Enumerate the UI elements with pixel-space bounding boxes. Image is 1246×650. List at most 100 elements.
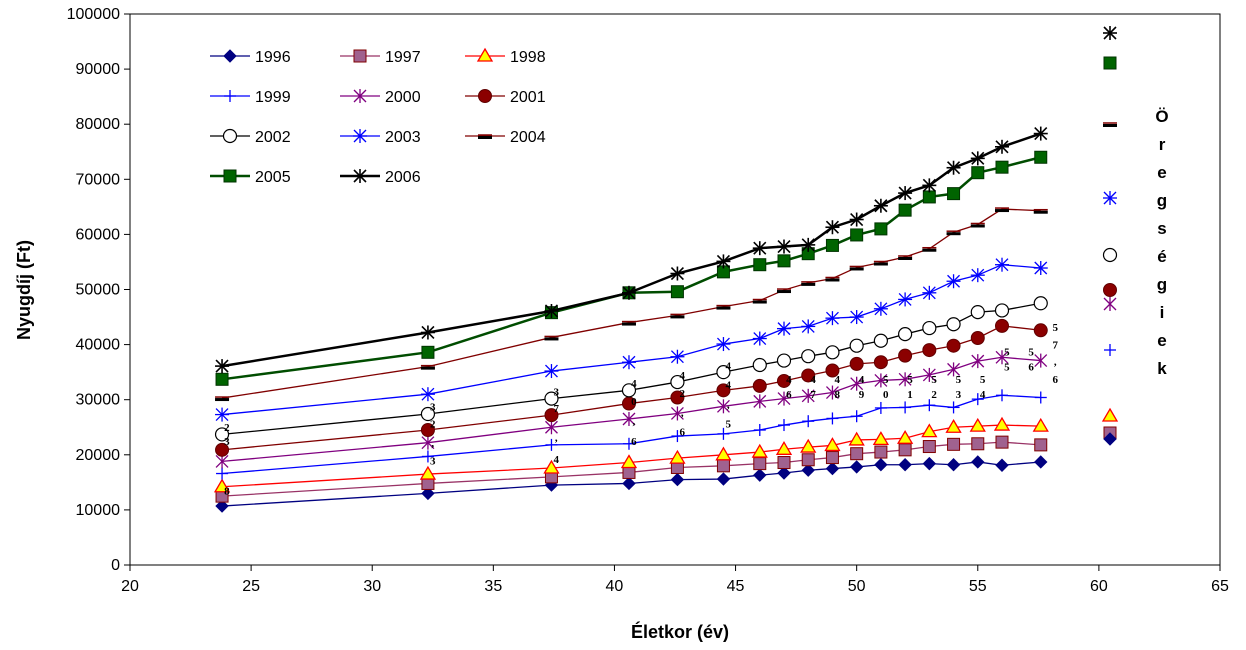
data-point (215, 407, 230, 422)
data-point (214, 427, 230, 442)
point-label: 4 (810, 374, 816, 386)
point-label: 6 (680, 427, 686, 439)
y-tick-label: 0 (111, 557, 120, 574)
data-point (801, 388, 815, 403)
series-1997 (215, 435, 1048, 503)
data-point (826, 412, 839, 425)
data-point (1032, 417, 1049, 432)
data-point (544, 303, 559, 318)
data-point (947, 437, 961, 451)
side-marker (1103, 297, 1117, 311)
data-point (849, 212, 864, 227)
series-2000 (215, 350, 1048, 469)
data-point (776, 353, 792, 368)
data-point (716, 254, 731, 269)
data-point (420, 364, 435, 370)
data-point (716, 399, 730, 414)
data-point (801, 281, 816, 286)
data-point (421, 486, 435, 501)
data-point (825, 220, 840, 235)
data-point (898, 186, 913, 201)
legend-item-1999: 1999 (210, 89, 291, 106)
data-point (752, 331, 767, 346)
data-point (946, 338, 961, 353)
data-point (971, 354, 985, 369)
point-label: 5 (931, 374, 937, 386)
point-label: 4 (980, 389, 986, 401)
side-marker (1103, 122, 1117, 127)
data-point (717, 427, 730, 440)
data-point (825, 461, 840, 476)
data-point (874, 373, 888, 388)
data-point (753, 468, 767, 482)
point-label: 5 (1028, 347, 1034, 359)
data-point (777, 373, 791, 388)
data-point (921, 423, 938, 438)
legend-label: 2004 (510, 129, 546, 146)
point-label: 3 (430, 402, 436, 414)
legend-label: 1998 (510, 49, 546, 66)
data-point (778, 419, 790, 432)
data-point (1034, 353, 1048, 368)
data-point (849, 310, 864, 325)
data-point (670, 349, 685, 364)
data-point (752, 357, 767, 373)
data-point (671, 430, 684, 443)
point-label: 4 (554, 454, 560, 466)
point-label: 9 (859, 389, 865, 401)
data-point (753, 394, 767, 409)
legend-label: 1999 (255, 89, 291, 106)
side-marker (1103, 283, 1117, 297)
data-point (1034, 438, 1048, 452)
data-point (946, 230, 961, 236)
y-tick-label: 30000 (76, 392, 121, 409)
point-label: 6 (1028, 361, 1034, 373)
data-point (971, 455, 985, 469)
point-label: 7 (554, 403, 560, 415)
point-label: 5 (1053, 322, 1059, 334)
point-label: 3 (430, 456, 436, 468)
point-label: 3 (224, 436, 230, 448)
legend-label: 2001 (510, 89, 546, 106)
point-label: 2 (931, 389, 937, 401)
x-tick-label: 40 (606, 578, 624, 595)
series-2003 (215, 257, 1048, 422)
data-point (970, 151, 985, 166)
point-label: 2 (224, 422, 230, 434)
x-tick-label: 30 (363, 578, 381, 595)
data-point (995, 435, 1009, 449)
y-tick-label: 20000 (76, 447, 121, 464)
data-point (753, 258, 767, 272)
legend-marker (223, 49, 237, 63)
data-point (946, 317, 961, 332)
point-label: 5 (1004, 361, 1010, 373)
point-label: 3 (956, 389, 962, 401)
point-label: 5 (726, 418, 732, 430)
data-point (947, 187, 961, 201)
data-point (752, 241, 767, 256)
data-point (922, 285, 937, 300)
legend-item-2004: 2004 (465, 129, 546, 146)
data-point (923, 399, 936, 412)
data-point (873, 355, 888, 370)
data-point (825, 363, 840, 378)
y-tick-label: 60000 (76, 226, 121, 243)
side-label-char: i (1160, 303, 1165, 322)
data-point (670, 406, 684, 421)
data-point (874, 222, 888, 236)
data-point (873, 198, 888, 213)
point-label: 4 (680, 370, 686, 382)
data-point (801, 453, 815, 467)
data-point (825, 238, 839, 252)
data-point (215, 499, 229, 513)
legend-marker (224, 90, 236, 102)
side-marker (1102, 247, 1118, 263)
data-point (751, 443, 768, 458)
data-point (421, 450, 434, 463)
data-point (775, 440, 793, 455)
data-point (995, 318, 1009, 333)
data-point (824, 437, 841, 452)
point-label: 4 (726, 360, 732, 372)
data-point (922, 367, 936, 382)
data-point (670, 472, 685, 487)
